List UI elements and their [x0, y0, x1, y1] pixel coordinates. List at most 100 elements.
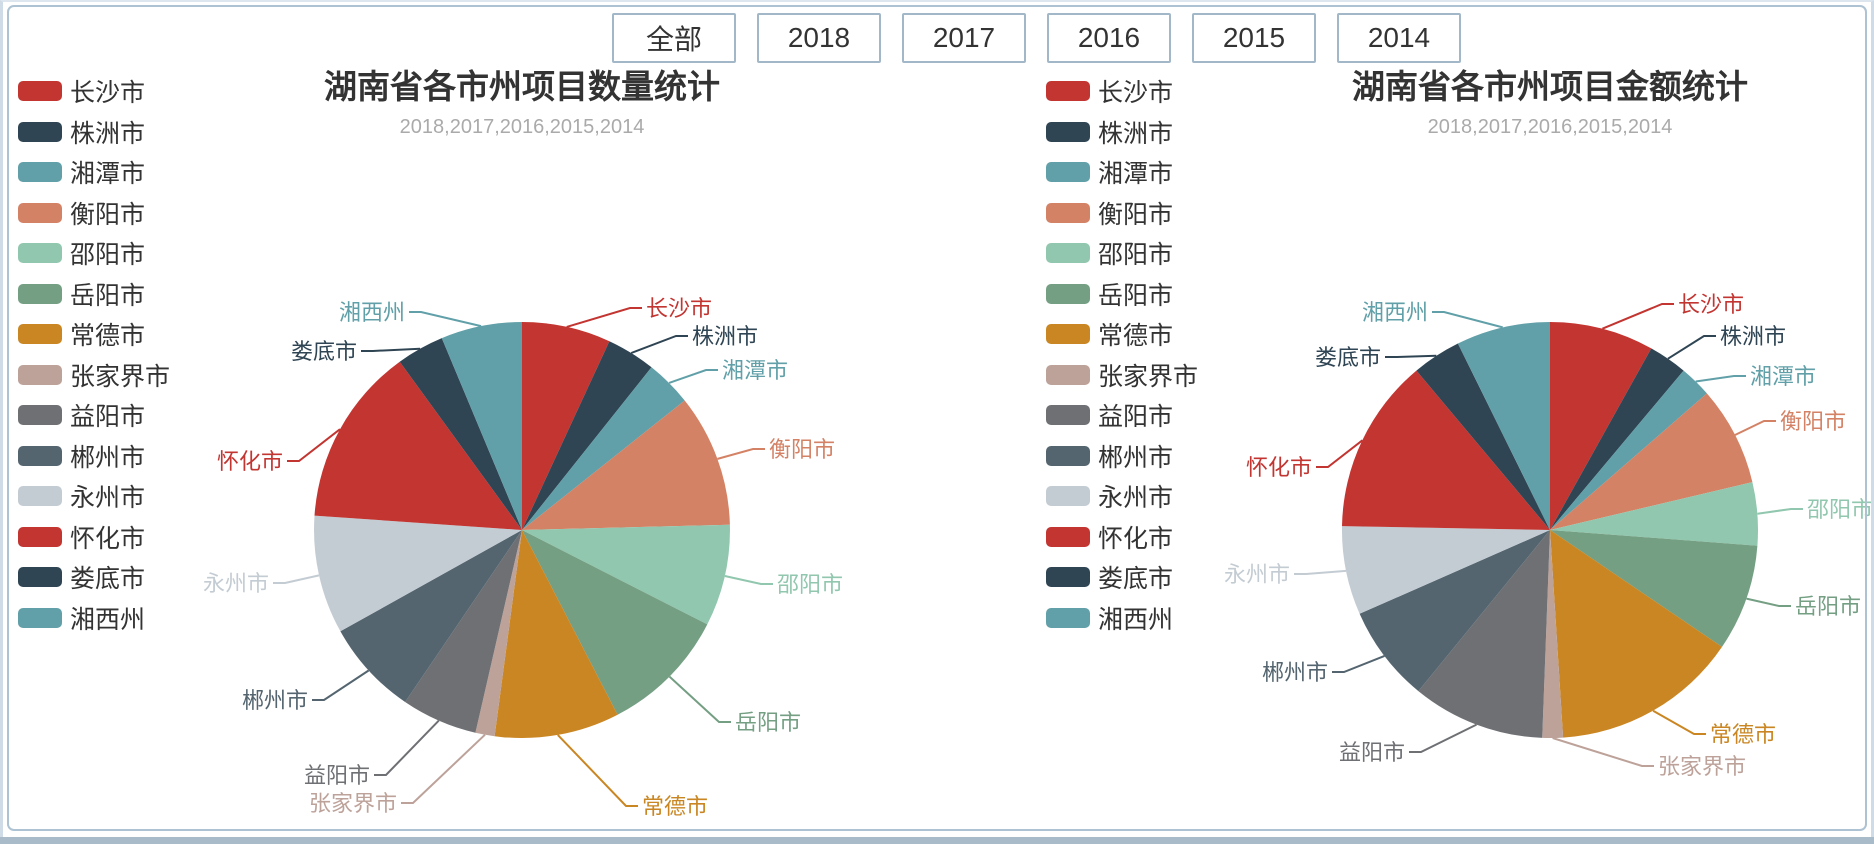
- legend-item-张家界市[interactable]: 张家界市: [18, 363, 170, 391]
- pie-0-slice-常德市[interactable]: [494, 530, 618, 739]
- legend-item-岳阳市[interactable]: 岳阳市: [1046, 282, 1198, 310]
- pie-0-slice-益阳市[interactable]: [405, 530, 522, 733]
- pie-0-label-永州市: 永州市: [203, 571, 269, 596]
- legend-item-永州市[interactable]: 永州市: [18, 484, 170, 512]
- pie-1-labelline-株洲市: [1667, 335, 1716, 360]
- legend-item-衡阳市[interactable]: 衡阳市: [18, 201, 170, 229]
- pie-1-label-湘潭市: 湘潭市: [1750, 364, 1816, 389]
- legend-item-怀化市[interactable]: 怀化市: [18, 525, 170, 553]
- legend-swatch: [18, 445, 62, 466]
- legend-item-湘潭市[interactable]: 湘潭市: [18, 160, 170, 188]
- filter-button-2018[interactable]: 2018: [757, 13, 881, 63]
- pie-1-label-郴州市: 郴州市: [1262, 660, 1328, 685]
- pie-1-labelline-衡阳市: [1734, 420, 1776, 436]
- pie-1-label-长沙市: 长沙市: [1678, 292, 1744, 317]
- pie-0-slice-娄底市[interactable]: [399, 338, 522, 530]
- pie-1-label-湘西州: 湘西州: [1362, 300, 1428, 325]
- pie-0-slice-岳阳市[interactable]: [522, 530, 708, 715]
- bottom-scrollbar[interactable]: [0, 837, 1874, 844]
- legend-label: 湘潭市: [1098, 160, 1174, 188]
- legend-item-株洲市[interactable]: 株洲市: [18, 120, 170, 148]
- pie-0-labelline-娄底市: [361, 347, 421, 352]
- pie-1-slice-郴州市[interactable]: [1359, 530, 1550, 692]
- legend-label: 益阳市: [70, 403, 146, 431]
- pie-1-label-怀化市: 怀化市: [1246, 455, 1312, 480]
- pie-0-label-邵阳市: 邵阳市: [777, 572, 843, 597]
- legend-item-湘潭市[interactable]: 湘潭市: [1046, 160, 1198, 188]
- pie-0-labelline-岳阳市: [668, 675, 731, 723]
- legend-swatch: [1046, 283, 1090, 304]
- pie-0-label-湘西州: 湘西州: [339, 300, 405, 325]
- legend-item-常德市[interactable]: 常德市: [1046, 322, 1198, 350]
- pie-1-slice-益阳市[interactable]: [1418, 530, 1550, 738]
- pie-0-slice-张家界市[interactable]: [475, 530, 522, 737]
- pie-1-slice-常德市[interactable]: [1550, 530, 1722, 738]
- legend-label: 岳阳市: [1098, 281, 1174, 310]
- legend-item-张家界市[interactable]: 张家界市: [1046, 363, 1198, 391]
- legend-item-湘西州[interactable]: 湘西州: [1046, 606, 1198, 634]
- pie-1-slice-衡阳市[interactable]: [1550, 393, 1753, 530]
- pie-0-label-郴州市: 郴州市: [242, 688, 308, 713]
- legend-swatch: [18, 607, 62, 628]
- legend-item-邵阳市[interactable]: 邵阳市: [18, 241, 170, 269]
- legend-label: 岳阳市: [70, 281, 146, 310]
- pie-0-labelline-株洲市: [630, 335, 688, 354]
- pie-1-slice-湘西州[interactable]: [1457, 321, 1550, 530]
- pie-1-slice-湘潭市[interactable]: [1550, 370, 1707, 530]
- legend-item-怀化市[interactable]: 怀化市: [1046, 525, 1198, 553]
- pie-0-slice-株洲市[interactable]: [522, 341, 652, 530]
- legend-item-湘西州[interactable]: 湘西州: [18, 606, 170, 634]
- pie-1-slice-怀化市[interactable]: [1342, 370, 1550, 530]
- pie-1-slice-长沙市[interactable]: [1550, 322, 1652, 530]
- pie-1-slice-张家界市[interactable]: [1542, 530, 1564, 739]
- filter-button-2017[interactable]: 2017: [902, 13, 1026, 63]
- legend-item-郴州市[interactable]: 郴州市: [18, 444, 170, 472]
- pie-0-slice-衡阳市[interactable]: [522, 400, 730, 531]
- legend-item-益阳市[interactable]: 益阳市: [18, 403, 170, 431]
- legend-item-永州市[interactable]: 永州市: [1046, 484, 1198, 512]
- filter-button-2015[interactable]: 2015: [1192, 13, 1316, 63]
- legend-item-娄底市[interactable]: 娄底市: [1046, 565, 1198, 593]
- pie-1-slice-岳阳市[interactable]: [1550, 530, 1758, 647]
- pie-1-label-益阳市: 益阳市: [1339, 740, 1405, 765]
- pie-0-slice-湘西州[interactable]: [441, 322, 522, 530]
- right-chart-title-block: 湖南省各市州项目金额统计 2018,2017,2016,2015,2014: [1200, 68, 1874, 139]
- pie-0-slice-永州市[interactable]: [314, 515, 522, 632]
- pie-1-slice-永州市[interactable]: [1341, 526, 1550, 614]
- legend-item-邵阳市[interactable]: 邵阳市: [1046, 241, 1198, 269]
- legend-item-衡阳市[interactable]: 衡阳市: [1046, 201, 1198, 229]
- pie-0-slice-长沙市[interactable]: [522, 321, 610, 530]
- pie-1-label-张家界市: 张家界市: [1658, 754, 1746, 779]
- left-chart-legend: 长沙市株洲市湘潭市衡阳市邵阳市岳阳市常德市张家界市益阳市郴州市永州市怀化市娄底市…: [18, 79, 170, 634]
- legend-swatch: [1046, 405, 1090, 425]
- pie-0-slice-湘潭市[interactable]: [522, 367, 685, 530]
- legend-item-郴州市[interactable]: 郴州市: [1046, 444, 1198, 472]
- legend-item-常德市[interactable]: 常德市: [18, 322, 170, 350]
- pie-1-slice-株洲市[interactable]: [1550, 348, 1684, 530]
- legend-swatch: [18, 162, 62, 182]
- legend-item-岳阳市[interactable]: 岳阳市: [18, 282, 170, 310]
- pie-1-label-娄底市: 娄底市: [1315, 345, 1381, 370]
- pie-0-slice-邵阳市[interactable]: [522, 524, 730, 625]
- legend-label: 益阳市: [1098, 403, 1174, 431]
- filter-button-2016[interactable]: 2016: [1047, 13, 1171, 63]
- legend-item-长沙市[interactable]: 长沙市: [18, 79, 170, 107]
- legend-item-益阳市[interactable]: 益阳市: [1046, 403, 1198, 431]
- pie-0-labelline-邵阳市: [724, 575, 773, 585]
- pie-0-slice-怀化市[interactable]: [314, 361, 523, 530]
- pie-0-slice-郴州市[interactable]: [340, 530, 522, 702]
- pie-1-slice-娄底市[interactable]: [1416, 343, 1550, 531]
- legend-label: 湘西州: [1098, 605, 1174, 634]
- pie-0-label-衡阳市: 衡阳市: [769, 437, 835, 462]
- legend-item-长沙市[interactable]: 长沙市: [1046, 79, 1198, 107]
- pie-1-labelline-张家界市: [1552, 737, 1654, 767]
- pie-1-slice-邵阳市[interactable]: [1550, 482, 1758, 546]
- legend-item-株洲市[interactable]: 株洲市: [1046, 120, 1198, 148]
- legend-item-娄底市[interactable]: 娄底市: [18, 565, 170, 593]
- legend-swatch: [1046, 324, 1090, 344]
- legend-label: 郴州市: [1098, 443, 1174, 472]
- filter-button-all[interactable]: 全部: [612, 13, 736, 63]
- pie-1-labelline-长沙市: [1602, 303, 1674, 330]
- filter-button-2014[interactable]: 2014: [1337, 13, 1461, 63]
